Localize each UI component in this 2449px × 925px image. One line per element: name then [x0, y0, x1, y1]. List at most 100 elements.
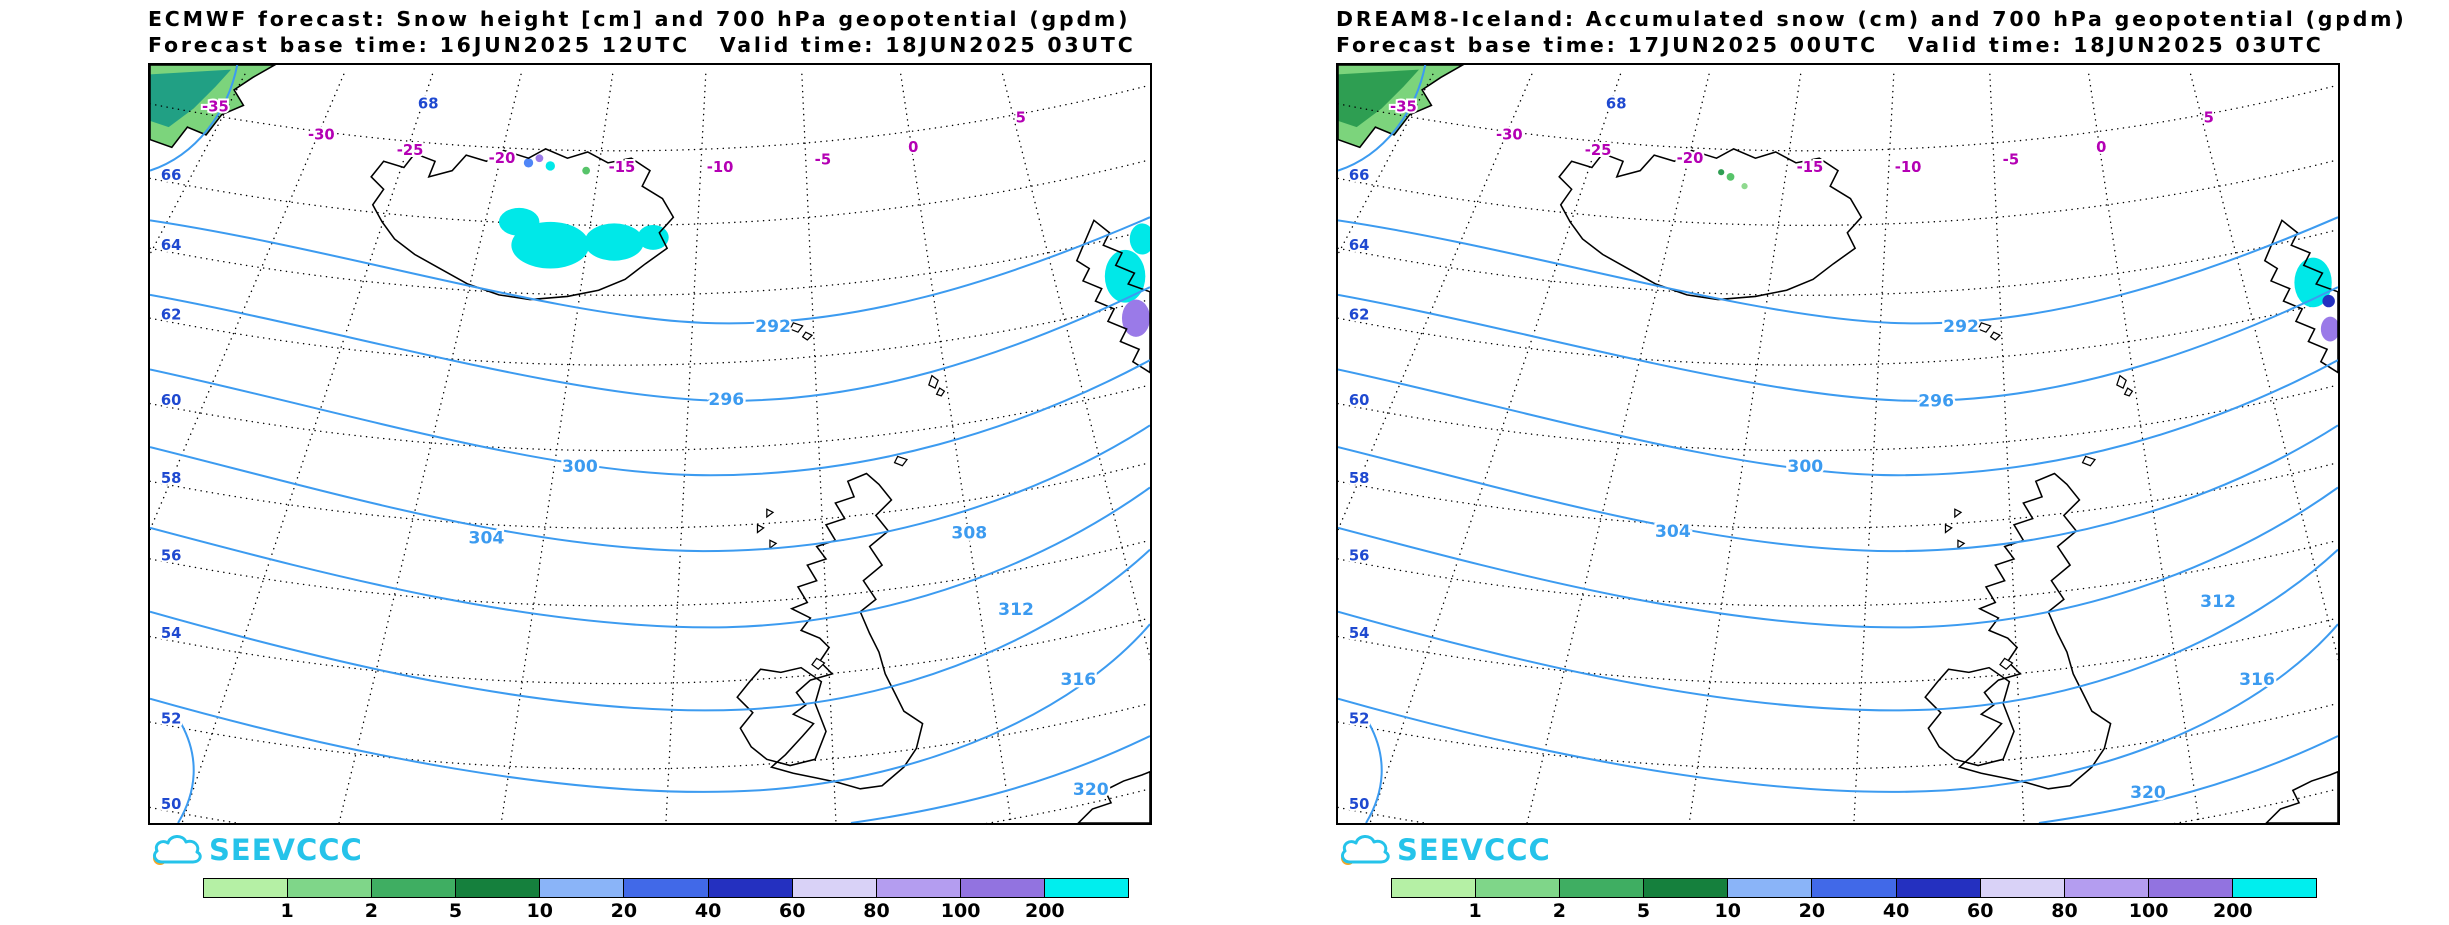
svg-text:5: 5 — [2204, 109, 2214, 126]
colorbar-segment — [2147, 878, 2233, 898]
svg-text:50: 50 — [161, 796, 182, 813]
geopotential-contours — [1338, 65, 2338, 823]
svg-text:62: 62 — [161, 307, 182, 324]
svg-text:0: 0 — [908, 139, 918, 156]
svg-text:312: 312 — [2200, 592, 2236, 612]
colorbar-tick-label: 100 — [940, 900, 981, 922]
colorbar-tick-label: 60 — [1967, 900, 1994, 922]
colorbar-tick-label: 2 — [364, 900, 378, 922]
colorbar-tick-label: 80 — [863, 900, 890, 922]
svg-text:308: 308 — [951, 524, 987, 544]
svg-text:316: 316 — [1060, 670, 1096, 690]
graticule — [150, 73, 1150, 823]
svg-text:300: 300 — [562, 457, 598, 477]
svg-text:-25: -25 — [1585, 142, 1612, 159]
svg-text:-20: -20 — [1677, 150, 1704, 167]
svg-text:304: 304 — [469, 528, 505, 548]
svg-text:66: 66 — [161, 167, 182, 184]
colorbar-segment — [623, 878, 709, 898]
svg-text:-20: -20 — [489, 150, 516, 167]
svg-text:296: 296 — [1918, 392, 1954, 412]
page-title: DREAM8-Iceland: Accumulated snow (cm) an… — [1336, 7, 2407, 31]
colorbar-segment — [203, 878, 289, 898]
forecast-times: Forecast base time: 16JUN2025 12UTC Vali… — [148, 33, 1136, 57]
colorbar-segment — [1643, 878, 1729, 898]
colorbar-tick-label: 200 — [2212, 900, 2253, 922]
colorbar-segment — [287, 878, 373, 898]
svg-text:54: 54 — [1349, 625, 1370, 642]
colorbar-segments — [203, 878, 1130, 898]
colorbar-segment — [2231, 878, 2318, 898]
colorbar-tick-label: 5 — [1636, 900, 1651, 922]
colorbar-segments — [1391, 878, 2318, 898]
svg-text:52: 52 — [1349, 711, 1370, 728]
colorbar-segment — [1811, 878, 1897, 898]
colorbar-segment — [1895, 878, 1981, 898]
svg-text:-15: -15 — [1797, 159, 1824, 176]
colorbar-segment — [1475, 878, 1561, 898]
colorbar-segment — [2063, 878, 2149, 898]
colorbar-segment — [959, 878, 1045, 898]
svg-text:296: 296 — [708, 390, 744, 410]
colorbar-tick-label: 5 — [448, 900, 463, 922]
svg-text:-30: -30 — [1496, 127, 1523, 144]
cloud-logo-icon — [153, 835, 202, 865]
colorbar-tick-label: 100 — [2128, 900, 2169, 922]
colorbar-labels: 1 2 5 10 20 40 60 80 100 200 — [1391, 898, 2317, 924]
svg-text:64: 64 — [161, 237, 182, 254]
colorbar-segment — [791, 878, 877, 898]
seevccc-logo: SEEVCCC — [150, 830, 363, 870]
latitude-labels: 68 66 64 62 60 58 56 54 52 50 — [1347, 94, 1628, 815]
svg-text:320: 320 — [2130, 783, 2166, 803]
svg-text:-25: -25 — [397, 142, 424, 159]
snow-colorbar: 1 2 5 10 20 40 60 80 100 200 — [1391, 878, 2318, 924]
snow-colorbar: 1 2 5 10 20 40 60 80 100 200 — [203, 878, 1130, 924]
svg-text:56: 56 — [1349, 548, 1370, 565]
page-title: ECMWF forecast: Snow height [cm] and 700… — [148, 7, 1131, 31]
svg-text:5: 5 — [1016, 109, 1026, 126]
colorbar-tick-label: 1 — [1468, 900, 1482, 922]
svg-text:52: 52 — [161, 711, 182, 728]
forecast-panel-dream8: DREAM8-Iceland: Accumulated snow (cm) an… — [1336, 6, 2407, 924]
map-canvas-ecmwf: 292 296 300 304 308 312 316 320 68 66 64 62 60 58 56 54… — [150, 65, 1150, 823]
logo-text: SEEVCCC — [1397, 833, 1551, 867]
panel-titles: DREAM8-Iceland: Accumulated snow (cm) an… — [1336, 6, 2407, 58]
map-canvas-dream8: 292 296 300 304 312 316 320 68 66 64 62 60 58 56 54 52 5… — [1338, 65, 2338, 823]
cloud-outline — [1341, 835, 1390, 864]
seevccc-logo: SEEVCCC — [1338, 830, 1551, 870]
svg-text:60: 60 — [1349, 392, 1370, 409]
svg-text:-35: -35 — [202, 99, 229, 116]
colorbar-tick-label: 2 — [1552, 900, 1566, 922]
colorbar-labels: 1 2 5 10 20 40 60 80 100 200 — [203, 898, 1129, 924]
svg-text:68: 68 — [418, 96, 439, 113]
contour-labels: 292 296 300 304 308 312 316 320 — [466, 315, 1111, 803]
coastlines — [1338, 65, 2338, 823]
svg-text:-5: -5 — [815, 151, 831, 168]
svg-text:58: 58 — [1349, 470, 1370, 487]
graticule — [1338, 73, 2338, 823]
svg-text:-30: -30 — [308, 127, 335, 144]
colorbar-tick-label: 20 — [1798, 900, 1826, 922]
colorbar-tick-label: 40 — [694, 900, 722, 922]
colorbar-segment — [1391, 878, 1477, 898]
svg-text:62: 62 — [1349, 307, 1370, 324]
svg-text:66: 66 — [1349, 167, 1370, 184]
colorbar-tick-label: 20 — [610, 900, 638, 922]
colorbar-segment — [1043, 878, 1130, 898]
colorbar-tick-label: 40 — [1882, 900, 1910, 922]
svg-text:60: 60 — [161, 392, 182, 409]
cloud-outline — [153, 835, 202, 864]
colorbar-segment — [1979, 878, 2065, 898]
svg-text:50: 50 — [1349, 796, 1370, 813]
svg-text:304: 304 — [1655, 522, 1691, 542]
svg-text:0: 0 — [2096, 139, 2106, 156]
colorbar-segment — [455, 878, 541, 898]
colorbar-segment — [1559, 878, 1645, 898]
latitude-labels: 68 66 64 62 60 58 56 54 52 50 — [159, 94, 440, 815]
svg-text:68: 68 — [1606, 96, 1627, 113]
snow-areas — [498, 154, 1150, 337]
cloud-logo-icon — [1341, 835, 1390, 865]
svg-text:58: 58 — [161, 470, 182, 487]
colorbar-tick-label: 10 — [526, 900, 553, 922]
